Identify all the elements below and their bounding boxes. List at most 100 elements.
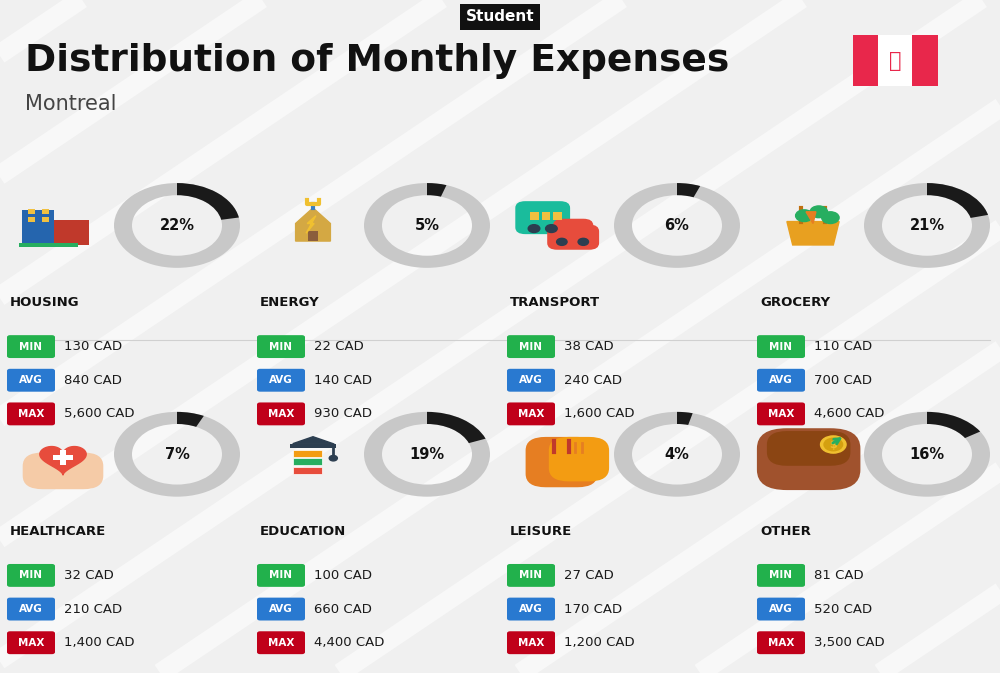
Bar bbox=[290, 444, 336, 448]
Bar bbox=[22, 210, 54, 245]
Text: AVG: AVG bbox=[19, 604, 43, 614]
Polygon shape bbox=[40, 447, 86, 474]
FancyBboxPatch shape bbox=[257, 369, 305, 392]
Text: GROCERY: GROCERY bbox=[760, 296, 830, 310]
Circle shape bbox=[557, 238, 567, 246]
Circle shape bbox=[821, 436, 846, 453]
FancyBboxPatch shape bbox=[549, 437, 609, 481]
FancyBboxPatch shape bbox=[7, 631, 55, 654]
Text: 3,500 CAD: 3,500 CAD bbox=[814, 636, 885, 649]
Wedge shape bbox=[677, 412, 693, 425]
Text: 4%: 4% bbox=[665, 447, 689, 462]
Text: 81 CAD: 81 CAD bbox=[814, 569, 864, 582]
FancyBboxPatch shape bbox=[767, 431, 850, 466]
Text: Student: Student bbox=[466, 9, 534, 24]
Polygon shape bbox=[787, 221, 839, 245]
FancyBboxPatch shape bbox=[507, 631, 555, 654]
Text: AVG: AVG bbox=[769, 604, 793, 614]
Text: MIN: MIN bbox=[270, 342, 292, 351]
Text: HOUSING: HOUSING bbox=[10, 296, 80, 310]
Text: MIN: MIN bbox=[770, 571, 792, 580]
Bar bbox=[19, 243, 78, 247]
FancyBboxPatch shape bbox=[757, 402, 805, 425]
FancyBboxPatch shape bbox=[7, 369, 55, 392]
FancyBboxPatch shape bbox=[526, 437, 597, 487]
FancyBboxPatch shape bbox=[757, 564, 805, 587]
Text: 38 CAD: 38 CAD bbox=[564, 340, 614, 353]
Wedge shape bbox=[177, 183, 239, 220]
Text: MIN: MIN bbox=[19, 571, 42, 580]
Text: 520 CAD: 520 CAD bbox=[814, 602, 872, 616]
FancyBboxPatch shape bbox=[507, 564, 555, 587]
Text: Montreal: Montreal bbox=[25, 94, 116, 114]
Bar bbox=[553, 212, 562, 219]
Bar bbox=[28, 217, 35, 221]
Wedge shape bbox=[114, 412, 240, 497]
Text: 210 CAD: 210 CAD bbox=[64, 602, 122, 616]
Text: 21%: 21% bbox=[909, 218, 945, 233]
Text: 930 CAD: 930 CAD bbox=[314, 407, 372, 421]
Text: MAX: MAX bbox=[768, 409, 794, 419]
Bar bbox=[852, 35, 878, 86]
Wedge shape bbox=[677, 183, 700, 197]
Bar bbox=[308, 232, 318, 241]
FancyBboxPatch shape bbox=[23, 452, 103, 489]
Bar bbox=[42, 217, 48, 221]
Wedge shape bbox=[364, 412, 490, 497]
Text: MAX: MAX bbox=[268, 638, 294, 647]
Text: MAX: MAX bbox=[518, 638, 544, 647]
FancyBboxPatch shape bbox=[507, 598, 555, 621]
Text: MIN: MIN bbox=[520, 571, 542, 580]
FancyBboxPatch shape bbox=[757, 598, 805, 621]
Bar bbox=[542, 212, 550, 219]
Text: MIN: MIN bbox=[270, 571, 292, 580]
Bar bbox=[42, 209, 48, 214]
Wedge shape bbox=[427, 183, 446, 197]
FancyBboxPatch shape bbox=[7, 564, 55, 587]
Circle shape bbox=[546, 225, 557, 232]
Text: 6%: 6% bbox=[665, 218, 689, 233]
Circle shape bbox=[796, 210, 813, 221]
FancyBboxPatch shape bbox=[7, 402, 55, 425]
Text: AVG: AVG bbox=[519, 376, 543, 385]
Text: 5,600 CAD: 5,600 CAD bbox=[64, 407, 134, 421]
Text: 22 CAD: 22 CAD bbox=[314, 340, 364, 353]
Wedge shape bbox=[114, 183, 240, 268]
Bar bbox=[530, 212, 539, 219]
Text: MAX: MAX bbox=[18, 409, 44, 419]
Text: 130 CAD: 130 CAD bbox=[64, 340, 122, 353]
Text: HEALTHCARE: HEALTHCARE bbox=[10, 525, 106, 538]
Text: 240 CAD: 240 CAD bbox=[564, 374, 622, 387]
Text: MIN: MIN bbox=[770, 342, 792, 351]
FancyBboxPatch shape bbox=[757, 369, 805, 392]
Text: 660 CAD: 660 CAD bbox=[314, 602, 372, 616]
Text: 1,400 CAD: 1,400 CAD bbox=[64, 636, 134, 649]
Text: AVG: AVG bbox=[269, 376, 293, 385]
Polygon shape bbox=[296, 208, 330, 241]
FancyBboxPatch shape bbox=[507, 369, 555, 392]
FancyBboxPatch shape bbox=[507, 335, 555, 358]
FancyBboxPatch shape bbox=[257, 402, 305, 425]
FancyBboxPatch shape bbox=[257, 564, 305, 587]
Wedge shape bbox=[864, 412, 990, 497]
Text: 7%: 7% bbox=[165, 447, 189, 462]
Text: $: $ bbox=[829, 439, 837, 450]
Text: 1,600 CAD: 1,600 CAD bbox=[564, 407, 635, 421]
Text: EDUCATION: EDUCATION bbox=[260, 525, 346, 538]
FancyBboxPatch shape bbox=[553, 219, 593, 240]
Bar bbox=[28, 209, 35, 214]
Text: AVG: AVG bbox=[519, 604, 543, 614]
Circle shape bbox=[824, 438, 843, 451]
Text: 700 CAD: 700 CAD bbox=[814, 374, 872, 387]
Text: 32 CAD: 32 CAD bbox=[64, 569, 114, 582]
Text: ENERGY: ENERGY bbox=[260, 296, 320, 310]
FancyBboxPatch shape bbox=[757, 335, 805, 358]
Text: MAX: MAX bbox=[518, 409, 544, 419]
Wedge shape bbox=[927, 412, 980, 438]
FancyBboxPatch shape bbox=[515, 201, 570, 234]
Wedge shape bbox=[177, 412, 204, 427]
Text: 110 CAD: 110 CAD bbox=[814, 340, 872, 353]
FancyBboxPatch shape bbox=[257, 335, 305, 358]
Bar bbox=[53, 455, 73, 460]
Wedge shape bbox=[864, 183, 990, 268]
